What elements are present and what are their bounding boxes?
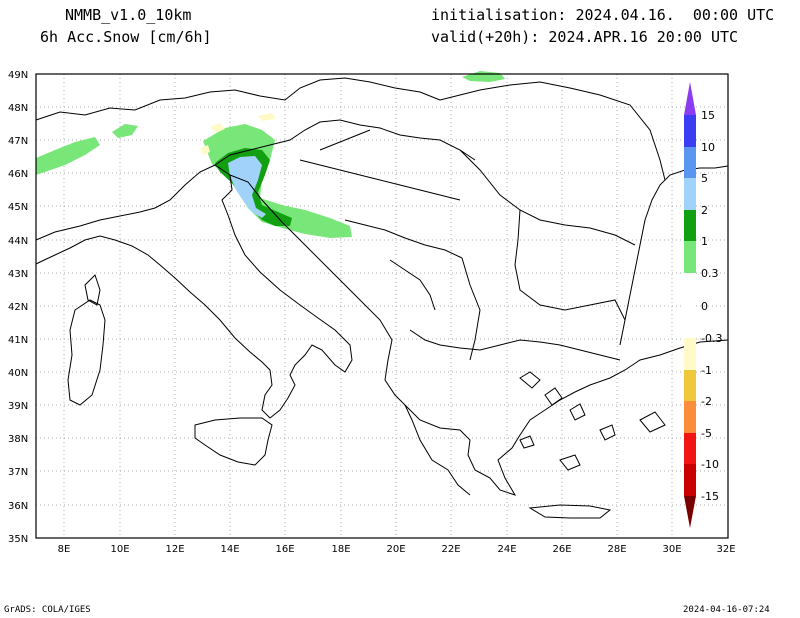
colorbar-swatch-n5 bbox=[684, 433, 696, 464]
colorbar-swatch-p1 bbox=[684, 210, 696, 241]
colorbar-label: -10 bbox=[701, 458, 719, 471]
colorbar-label: -0.3 bbox=[701, 332, 722, 345]
field-title: 6h Acc.Snow [cm/6h] bbox=[40, 28, 212, 46]
colorbar-label: 1 bbox=[701, 235, 708, 248]
colorbar-label: -2 bbox=[701, 395, 712, 408]
lat-tick-label: 42N bbox=[8, 302, 28, 313]
colorbar-label: 0 bbox=[701, 300, 708, 313]
colorbar-swatch-p10 bbox=[684, 115, 696, 147]
colorbar-swatch-p03 bbox=[684, 241, 696, 273]
lon-tick-label: 32E bbox=[716, 544, 735, 555]
lon-tick-label: 8E bbox=[58, 544, 71, 555]
lat-tick-label: 36N bbox=[8, 501, 28, 512]
lat-tick-label: 41N bbox=[8, 335, 28, 346]
colorbar-swatch-n1 bbox=[684, 370, 696, 401]
lon-axis: 8E 10E 12E 14E 16E 18E 20E 22E 24E 26E 2… bbox=[58, 544, 736, 555]
map-panel bbox=[35, 71, 729, 539]
lon-tick-label: 14E bbox=[220, 544, 239, 555]
coastlines-borders bbox=[35, 77, 729, 519]
lat-tick-label: 46N bbox=[8, 169, 28, 180]
lon-tick-label: 16E bbox=[275, 544, 294, 555]
lon-tick-label: 24E bbox=[497, 544, 516, 555]
credit-footer: GrADS: COLA/IGES bbox=[4, 605, 91, 615]
lat-tick-label: 44N bbox=[8, 236, 28, 247]
timestamp-footer: 2024-04-16-07:24 bbox=[683, 605, 770, 615]
lat-tick-label: 40N bbox=[8, 368, 28, 379]
colorbar-swatch-n2 bbox=[684, 401, 696, 433]
valid-time: valid(+20h): 2024.APR.16 20:00 UTC bbox=[431, 28, 739, 46]
lon-tick-label: 22E bbox=[441, 544, 460, 555]
lat-tick-label: 48N bbox=[8, 103, 28, 114]
colorbar-swatch-p5 bbox=[684, 147, 696, 178]
colorbar-swatch-n10 bbox=[684, 464, 696, 496]
lon-tick-label: 18E bbox=[331, 544, 350, 555]
lat-tick-label: 43N bbox=[8, 269, 28, 280]
colorbar-label: 10 bbox=[701, 141, 715, 154]
lon-tick-label: 12E bbox=[165, 544, 184, 555]
lat-tick-label: 47N bbox=[8, 136, 28, 147]
colorbar-label: -15 bbox=[701, 490, 719, 503]
colorbar-swatch-n15 bbox=[684, 496, 696, 528]
lat-tick-label: 49N bbox=[8, 70, 28, 81]
model-title: NMMB_v1.0_10km bbox=[65, 6, 192, 24]
lat-tick-label: 38N bbox=[8, 434, 28, 445]
lat-tick-label: 37N bbox=[8, 467, 28, 478]
colorbar-swatch-p15 bbox=[684, 82, 696, 115]
lon-tick-label: 10E bbox=[110, 544, 129, 555]
lon-tick-label: 26E bbox=[552, 544, 571, 555]
colorbar-swatch-p2 bbox=[684, 178, 696, 210]
lat-axis: 49N 48N 47N 46N 45N 44N 43N 42N 41N 40N … bbox=[8, 70, 28, 545]
colorbar-label: -5 bbox=[701, 427, 712, 440]
lat-tick-label: 45N bbox=[8, 202, 28, 213]
map-frame bbox=[35, 73, 729, 539]
gridlines bbox=[36, 74, 728, 538]
colorbar-label: 0.3 bbox=[701, 267, 719, 280]
colorbar-label: -1 bbox=[701, 364, 712, 377]
colorbar-labels: 15 10 5 2 1 0.3 0 -0.3 -1 -2 -5 -10 -15 bbox=[701, 109, 722, 503]
colorbar-label: 5 bbox=[701, 172, 708, 185]
lon-tick-label: 28E bbox=[607, 544, 626, 555]
colorbar-swatch-zero bbox=[684, 273, 696, 338]
colorbar-swatch-n03 bbox=[684, 338, 696, 370]
lat-tick-label: 39N bbox=[8, 401, 28, 412]
lon-tick-label: 20E bbox=[386, 544, 405, 555]
lon-tick-label: 30E bbox=[662, 544, 681, 555]
init-time: initialisation: 2024.04.16. 00:00 UTC bbox=[431, 6, 775, 24]
snow-field-shading bbox=[36, 71, 505, 238]
colorbar: 15 10 5 2 1 0.3 0 -0.3 -1 -2 -5 -10 -15 bbox=[684, 82, 722, 528]
colorbar-label: 15 bbox=[701, 109, 715, 122]
lat-tick-label: 35N bbox=[8, 534, 28, 545]
colorbar-label: 2 bbox=[701, 204, 708, 217]
